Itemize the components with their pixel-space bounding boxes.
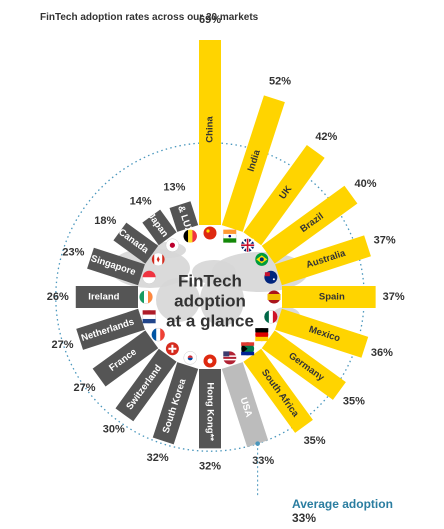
bar-mark [275,308,369,358]
bar-value-label: 32% [147,452,169,464]
bar-mark [92,330,159,387]
flag-icon [142,310,156,324]
bar-mark [199,369,221,449]
bar-value-label: 26% [47,291,69,303]
bar-value-label: 30% [103,423,125,435]
bar-value-label: 13% [163,182,185,194]
flag-icon [203,354,217,368]
flag-icon [183,351,197,365]
flag-icon [203,226,217,240]
bar-mark [113,222,159,264]
bar-value-label: 36% [371,347,393,359]
average-adoption-callout: Average adoption 33% [292,497,393,525]
bar-mark [261,185,358,264]
bar-hong-kong: Hong Kong** 32% [199,354,221,472]
bar-value-label: 69% [199,14,221,26]
flag-icon [142,270,156,284]
bar-value-label: 37% [383,291,405,303]
bar-value-label: 18% [94,215,116,227]
bar-mark [221,95,285,232]
bar-mark [275,235,371,286]
bar-mark [169,201,199,232]
bar-value-label: 33% [252,455,274,467]
bar-mark [76,308,145,350]
flag-icon [223,351,237,365]
flag-icon [151,327,165,342]
bar-mark [221,362,269,448]
bar-ireland: Ireland 26% [47,286,153,308]
bar-spain: Spain 37% [267,286,405,308]
flag-icon [264,310,278,324]
bar-value-label: 23% [62,247,84,259]
bar-mark [75,286,138,308]
bar-value-label: 14% [130,196,152,208]
bar-category-label: Ireland [88,292,119,303]
bar-value-label: 32% [199,460,221,472]
flag-icon [241,342,255,356]
flag-icon [183,229,197,243]
bar-value-label: 52% [269,76,291,88]
center-title-line: adoption [174,292,246,311]
bar-mark [199,40,221,225]
bar-mark [243,144,325,246]
bar-mark [87,247,145,286]
flag-icon [165,342,179,356]
average-adoption-value: 33% [292,511,317,525]
flag-icon [255,328,269,342]
bar-china: China 69% [199,14,221,240]
bar-value-label: 35% [304,435,326,447]
flag-icon [165,238,180,252]
bar-mark [261,330,346,400]
center-title-line: at a glance [166,312,254,331]
chart-title: FinTech adoption rates across our 20 mar… [40,12,259,23]
bar-mark [142,209,177,246]
bar-category-label: China [205,116,216,143]
flag-icon [223,229,237,243]
bar-value-label: 27% [51,339,73,351]
flag-icon [267,290,281,304]
flag-icon [139,290,153,304]
bar-value-label: 35% [343,396,365,408]
bar-category-label: Spain [319,292,345,303]
bar-mark [243,348,313,433]
bar-mark [282,286,376,308]
average-pointer-dot [255,441,260,446]
flag-icon [240,238,255,252]
flag-icon [255,252,269,266]
bar-value-label: 42% [315,131,337,143]
bar-value-label: 40% [354,178,376,190]
flag-icon [151,252,165,267]
average-adoption-label: Average adoption [292,497,393,511]
center-title-line: FinTech [178,272,242,291]
bar-value-label: 27% [74,382,96,394]
bar-mark [152,362,199,445]
flag-icon [264,270,278,284]
bar-value-label: 37% [374,234,396,246]
bar-mark [115,348,177,422]
bar-category-label: Hong Kong** [205,382,216,441]
